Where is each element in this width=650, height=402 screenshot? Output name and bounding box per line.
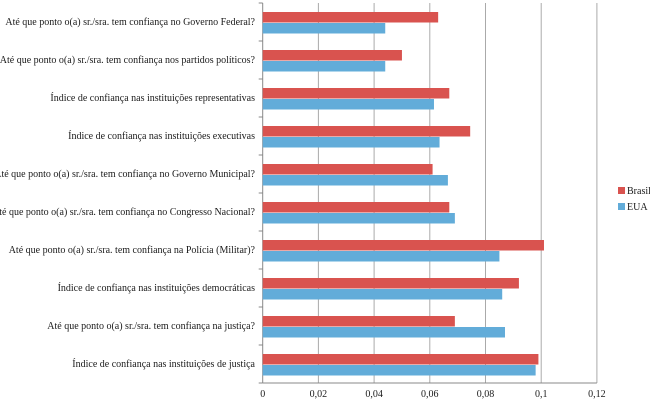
category-label: Até que ponto o(a) sr./sra. tem confianç… bbox=[47, 321, 255, 332]
x-tick-label: 0,04 bbox=[365, 389, 383, 400]
bar-brasil bbox=[262, 202, 450, 213]
bar-brasil bbox=[262, 88, 450, 99]
bar-brasil bbox=[262, 164, 433, 175]
bar-eua bbox=[262, 99, 434, 110]
bar-brasil bbox=[262, 12, 439, 23]
legend-swatch-brasil bbox=[618, 187, 625, 194]
bar-brasil bbox=[262, 278, 519, 289]
x-tick-label: 0,12 bbox=[588, 389, 606, 400]
x-tick-labels: 0 0,02 0,04 0,06 0,08 0,1 0,12 bbox=[260, 389, 605, 400]
x-tick-label: 0,08 bbox=[477, 389, 495, 400]
bar-brasil bbox=[262, 316, 455, 327]
bar-eua bbox=[262, 289, 503, 300]
category-label: Até que ponto o(a) sr./sra. tem confianç… bbox=[9, 245, 256, 256]
legend-label-brasil: Brasil bbox=[627, 186, 650, 197]
category-label: Até que ponto o(a) sr./sra. tem confianç… bbox=[5, 17, 255, 28]
category-label: Índice de confiança nas instituições rep… bbox=[50, 92, 255, 104]
legend-swatch-eua bbox=[618, 203, 625, 210]
legend-label-eua: EUA bbox=[627, 202, 648, 213]
bar-eua bbox=[262, 23, 386, 34]
category-label: Índice de confiança nas instituições dem… bbox=[58, 282, 256, 294]
legend: Brasil EUA bbox=[618, 186, 650, 213]
x-tick-label: 0 bbox=[260, 389, 265, 400]
x-tick-label: 0,06 bbox=[421, 389, 439, 400]
category-label: Até que ponto o(a) sr./sra. tem confianç… bbox=[0, 169, 256, 180]
bar-eua bbox=[262, 61, 386, 72]
bar-eua bbox=[262, 137, 440, 148]
bar-eua bbox=[262, 175, 448, 186]
category-label: Índice de confiança nas instituições exe… bbox=[68, 130, 255, 142]
x-tick-label: 0,1 bbox=[535, 389, 548, 400]
category-label: Até que ponto o(a) sr./sra. tem confianç… bbox=[0, 207, 256, 218]
bar-brasil bbox=[262, 240, 544, 251]
bar-eua bbox=[262, 327, 505, 338]
bar-eua bbox=[262, 213, 455, 224]
bars bbox=[262, 12, 544, 376]
x-tick-label: 0,02 bbox=[310, 389, 328, 400]
bar-brasil bbox=[262, 126, 471, 137]
bar-eua bbox=[262, 365, 536, 376]
bar-eua bbox=[262, 251, 500, 262]
category-label: Até que ponto o(a) sr./sra. tem confianç… bbox=[0, 55, 256, 66]
category-labels: Até que ponto o(a) sr./sra. tem confianç… bbox=[0, 17, 256, 370]
category-label: Índice de confiança nas instituições de … bbox=[72, 358, 255, 370]
bar-brasil bbox=[262, 354, 539, 365]
bar-brasil bbox=[262, 50, 402, 61]
